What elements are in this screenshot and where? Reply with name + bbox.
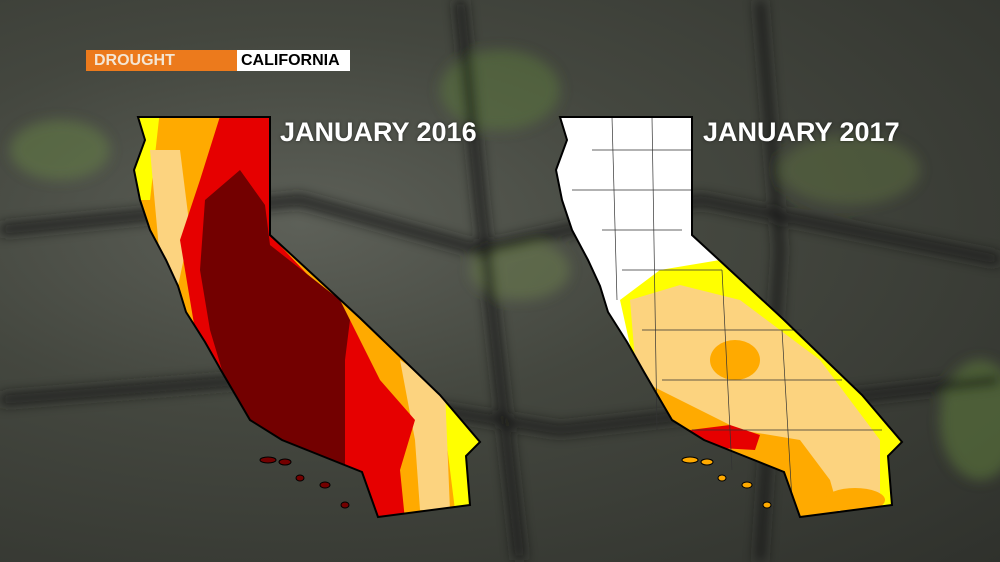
badge-region: CALIFORNIA: [237, 50, 350, 71]
moderate-drought-area-east: [400, 360, 450, 510]
severe-drought-area-central: [710, 340, 760, 380]
severe-drought-area-south: [825, 488, 885, 512]
channel-islands-2016: [259, 456, 350, 509]
moderate-drought-area: [150, 150, 190, 300]
map-2017: [555, 116, 903, 518]
county-lines: [572, 116, 882, 501]
channel-islands-2017: [681, 456, 772, 509]
map-title-2017: JANUARY 2017: [703, 117, 900, 147]
badge-category: DROUGHT: [86, 50, 237, 71]
exceptional-drought-area: [200, 170, 350, 470]
moderate-drought-area: [630, 285, 880, 517]
map-title-2016: JANUARY 2016: [280, 117, 477, 147]
category-badge: DROUGHT CALIFORNIA: [86, 50, 350, 71]
map-2016: [133, 116, 481, 518]
